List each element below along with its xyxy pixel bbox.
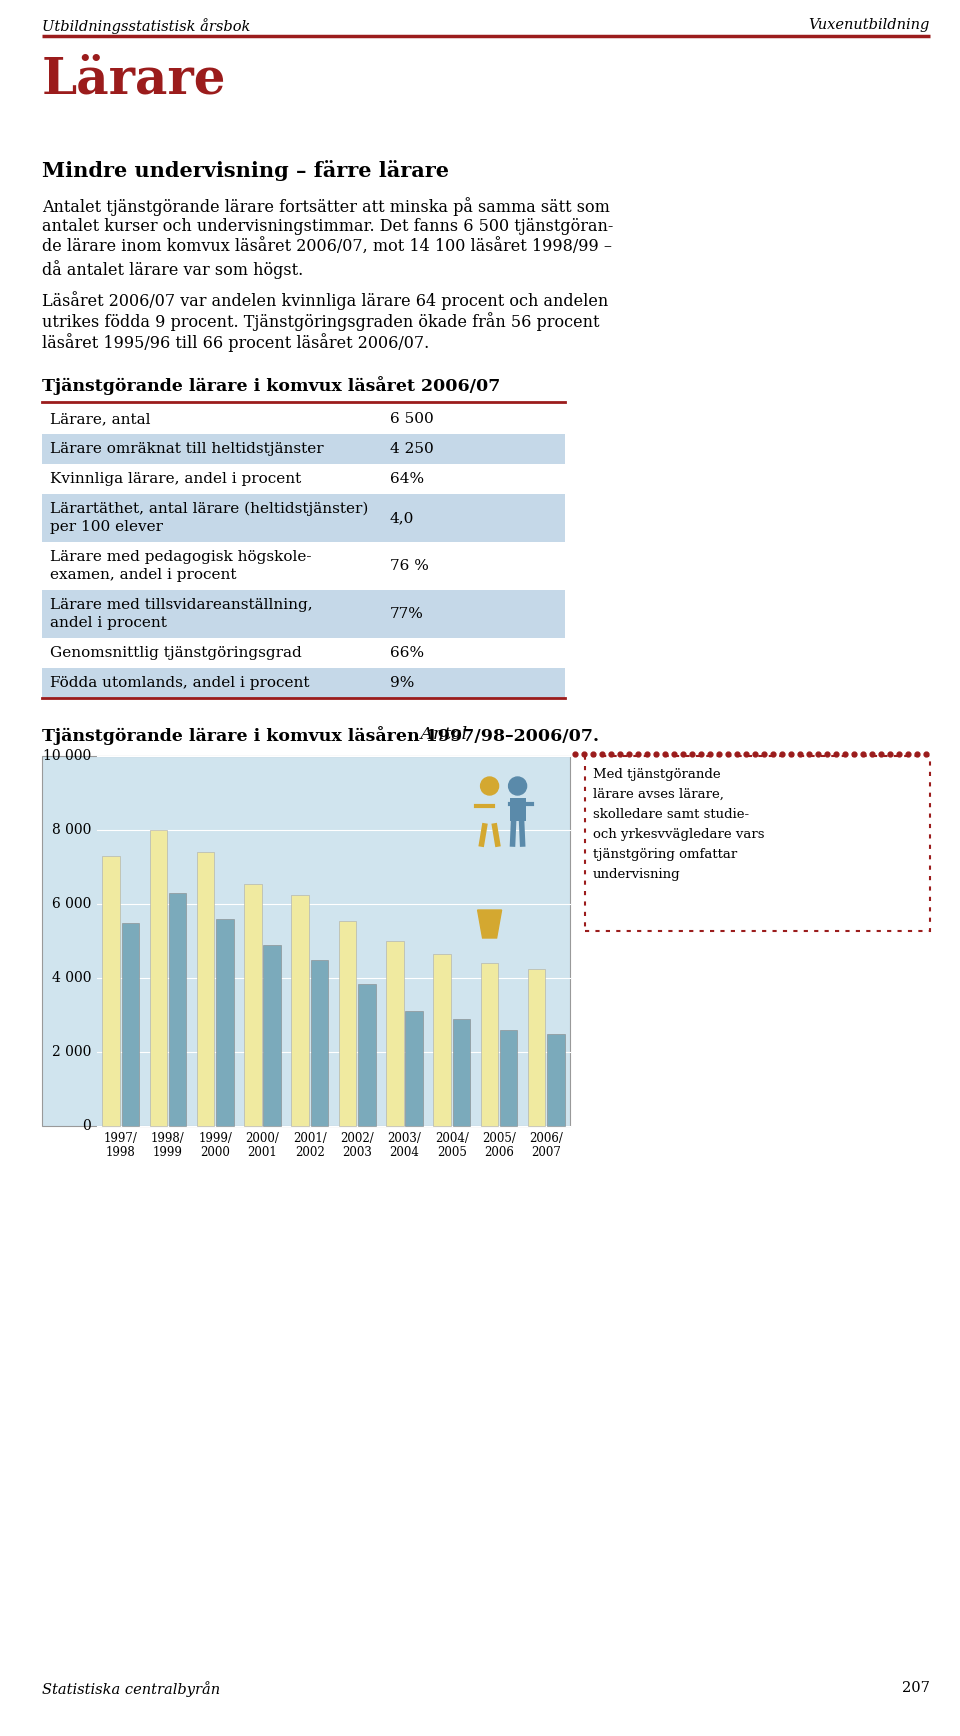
Bar [216,918,233,1127]
Text: 2001: 2001 [248,1146,277,1160]
Text: Lärare, antal: Lärare, antal [50,411,151,425]
Text: Läsåret 2006/07 var andelen kvinnliga lärare 64 procent och andelen: Läsåret 2006/07 var andelen kvinnliga lä… [42,292,609,311]
Text: per 100 elever: per 100 elever [50,521,163,535]
Text: 2000/: 2000/ [246,1132,279,1146]
Text: 4,0: 4,0 [390,510,415,524]
Text: Tjänstgörande lärare i komvux läsåret 2006/07: Tjänstgörande lärare i komvux läsåret 20… [42,377,500,396]
Bar [42,590,565,639]
Text: Mindre undervisning – färre lärare: Mindre undervisning – färre lärare [42,160,449,181]
Text: 2002: 2002 [295,1146,324,1160]
Text: 2004/: 2004/ [435,1132,468,1146]
Text: Antal: Antal [415,726,467,743]
Text: 2002/: 2002/ [340,1132,374,1146]
Text: 6 500: 6 500 [390,411,434,425]
Bar [386,941,403,1127]
Text: utrikes födda 9 procent. Tjänstgöringsgraden ökade från 56 procent: utrikes födda 9 procent. Tjänstgöringsgr… [42,312,599,332]
Bar [42,668,565,698]
Text: 1999: 1999 [153,1146,183,1160]
Bar [528,969,545,1127]
Text: Lärare omräknat till heltidstjänster: Lärare omräknat till heltidstjänster [50,443,324,457]
Bar [433,955,451,1127]
Text: 8 000: 8 000 [52,823,91,837]
Text: 2000: 2000 [201,1146,230,1160]
Text: 4 000: 4 000 [52,970,91,984]
Text: Lärare: Lärare [42,56,227,104]
Bar [102,856,120,1127]
Polygon shape [477,910,501,937]
Text: 4 250: 4 250 [390,443,434,457]
Bar [197,852,214,1127]
Circle shape [481,778,498,795]
Text: Lärare med tillsvidareanställning,: Lärare med tillsvidareanställning, [50,597,313,613]
Circle shape [509,778,527,795]
Bar [585,755,930,930]
Text: 2 000: 2 000 [52,1045,91,1059]
Text: Lärare med pedagogisk högskole-: Lärare med pedagogisk högskole- [50,550,311,564]
Text: 76 %: 76 % [390,559,429,573]
Bar [358,984,375,1127]
Bar [42,434,565,464]
Text: 2003/: 2003/ [388,1132,421,1146]
Text: 10 000: 10 000 [43,748,91,764]
Text: Antalet tjänstgörande lärare fortsätter att minska på samma sätt som: Antalet tjänstgörande lärare fortsätter … [42,196,610,215]
Text: de lärare inom komvux läsåret 2006/07, mot 14 100 läsåret 1998/99 –: de lärare inom komvux läsåret 2006/07, m… [42,240,612,257]
Bar [500,1029,517,1127]
Text: 1997/: 1997/ [104,1132,137,1146]
Text: 207: 207 [902,1680,930,1694]
Text: 1998/: 1998/ [151,1132,185,1146]
Text: lärare avses lärare,: lärare avses lärare, [593,788,724,800]
Text: Genomsnittlig tjänstgöringsgrad: Genomsnittlig tjänstgöringsgrad [50,646,301,660]
Text: 2005/: 2005/ [482,1132,516,1146]
Bar [510,799,525,821]
Text: andel i procent: andel i procent [50,616,167,630]
Text: Lärartäthet, antal lärare (heltidstjänster): Lärartäthet, antal lärare (heltidstjänst… [50,502,369,516]
Text: 1998: 1998 [106,1146,135,1160]
Bar [42,755,570,1127]
Text: 2003: 2003 [342,1146,372,1160]
Text: 9%: 9% [390,675,415,689]
Text: undervisning: undervisning [593,868,681,880]
Text: antalet kurser och undervisningstimmar. Det fanns 6 500 tjänstgöran-: antalet kurser och undervisningstimmar. … [42,219,613,234]
Bar [122,922,139,1127]
Bar [481,963,498,1127]
Text: och yrkesvvägledare vars: och yrkesvvägledare vars [593,828,764,840]
Text: Utbildningsstatistisk årsbok: Utbildningsstatistisk årsbok [42,17,251,35]
Text: Tjänstgörande lärare i komvux läsåren 1997/98–2006/07.: Tjänstgörande lärare i komvux läsåren 19… [42,726,599,745]
Bar [169,892,186,1127]
Bar [150,830,167,1127]
Text: Födda utomlands, andel i procent: Födda utomlands, andel i procent [50,675,309,689]
Text: Statistiska centralbyrån: Statistiska centralbyrån [42,1680,220,1696]
Bar [339,920,356,1127]
Bar [263,944,281,1127]
Text: 66%: 66% [390,646,424,660]
Bar [311,960,328,1127]
Text: 2006: 2006 [484,1146,514,1160]
Text: 2005: 2005 [437,1146,467,1160]
Text: Vuxenutbildning: Vuxenutbildning [808,17,930,31]
Bar [244,884,262,1127]
Text: 1999/: 1999/ [199,1132,232,1146]
Text: Med tjänstgörande: Med tjänstgörande [593,767,721,781]
Text: Kvinnliga lärare, andel i procent: Kvinnliga lärare, andel i procent [50,472,301,486]
Text: då antalet lärare var som högst.: då antalet lärare var som högst. [42,260,303,279]
Text: 2001/: 2001/ [293,1132,326,1146]
Bar [405,1012,423,1127]
Text: tjänstgöring omfattar: tjänstgöring omfattar [593,847,737,861]
Text: 6 000: 6 000 [52,898,91,911]
Text: 77%: 77% [390,608,424,621]
Text: 2007: 2007 [532,1146,562,1160]
Bar [292,894,309,1127]
Text: 2006/: 2006/ [529,1132,564,1146]
Bar [547,1033,564,1127]
Text: 64%: 64% [390,472,424,486]
Text: skolledare samt studie-: skolledare samt studie- [593,807,749,821]
Text: examen, andel i procent: examen, andel i procent [50,568,236,582]
Text: 0: 0 [83,1120,91,1134]
Text: läsåret 1995/96 till 66 procent läsåret 2006/07.: läsåret 1995/96 till 66 procent läsåret … [42,333,429,352]
Bar [42,495,565,542]
Bar [453,1019,470,1127]
Text: 2004: 2004 [390,1146,420,1160]
